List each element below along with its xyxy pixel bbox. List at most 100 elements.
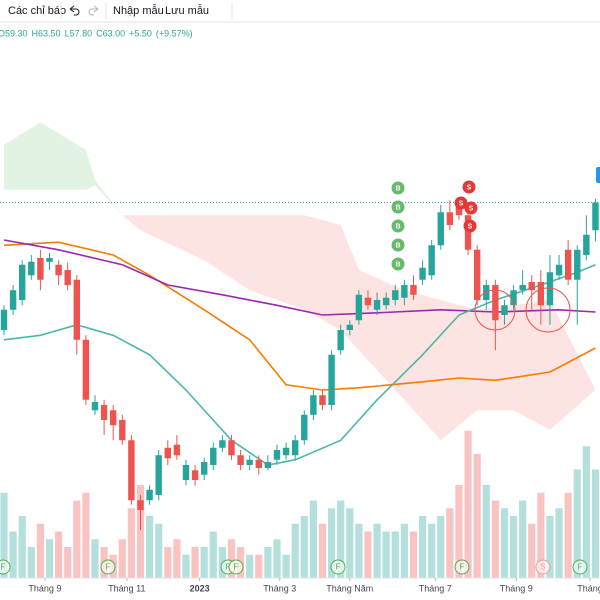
event-badge [330,559,346,575]
volume-bar [264,547,272,578]
toolbar [0,0,600,22]
candle-body [264,462,272,468]
candle-body [228,440,235,456]
signal-badge [463,219,477,233]
candle-body [546,272,554,306]
signal-label: B [395,261,400,268]
volume-bar [382,531,390,578]
candle-body [155,455,162,495]
x-tick-label: Tháng 3 [263,583,296,593]
candle-body [564,249,572,280]
save-template-button[interactable]: Lưu mẫu [165,4,209,17]
signal-badge [391,181,405,195]
candle-body [291,440,299,456]
redo-icon[interactable] [88,5,99,16]
cloud-segment [513,300,550,430]
volume-bar [591,469,600,578]
volume-bar [346,508,354,578]
undo-icon[interactable] [69,5,80,16]
highlight-circle [474,289,516,331]
candle-body [301,414,308,441]
volume-bar [282,554,290,578]
event-label: F [578,563,583,572]
indicators-button[interactable]: Các chỉ báo [8,5,66,17]
candle-body [128,440,135,501]
volume-bar [191,547,199,578]
volume-bar [73,500,81,578]
candle-body [37,258,44,280]
x-tick-label: 2023 [190,583,210,593]
candle-body [337,330,344,351]
candle-body [574,249,581,280]
load-template-button[interactable]: Nhập mẫu [113,4,164,17]
volume-bar [300,516,308,578]
candle-body [182,465,190,480]
event-label: F [106,563,111,572]
candle-body [437,212,444,246]
volume-bar [0,492,8,578]
signal-label: S [468,223,473,230]
ohlc-value: H63.50 [32,28,61,38]
signal-badge [391,200,405,214]
volume-bar [82,492,90,578]
volume-bar [27,547,35,578]
x-tick-label: Tháng 7 [419,583,452,593]
volume-bar [155,523,163,578]
candle-body [428,245,435,276]
candle-body [319,395,326,405]
x-tick-label: Tháng 9 [28,583,61,593]
volume-bar [482,485,490,578]
candle-body [119,420,126,441]
candle-body [146,489,153,501]
volume-bar [209,531,217,578]
event-badge [454,559,470,575]
candle-body [73,279,80,340]
volume-bar [473,454,481,578]
volume-bar [455,485,463,578]
signal-badge [464,201,478,215]
candle-body [19,264,26,300]
candle-body [173,444,181,456]
cloud-segment [4,122,41,190]
candle-body [419,267,426,280]
candle-body [382,297,390,306]
candle-body [255,459,262,468]
volume-bar [145,516,154,578]
candle-body [328,354,335,405]
signal-label: S [459,200,464,207]
volume-bar [391,531,399,578]
event-badge [535,559,551,575]
candle-body [64,270,71,285]
cloud-segment [40,122,86,190]
volume-bar [182,554,190,578]
cloud-segment [340,225,359,351]
volume-bar [136,485,145,578]
cloud-segment [304,215,341,330]
x-tick-label: Tháng [577,583,600,593]
volume-bar [36,523,45,578]
candle-body [310,395,317,415]
volume-bar [418,516,427,578]
cloud-segment [122,215,141,231]
volume-bar [164,547,172,578]
cloud-segment [440,300,478,441]
cloud-segment [477,305,514,411]
price-label [596,167,600,183]
ohlc-legend: O59.30 H63.50 L57.80 C63.00 +5.50 (+9.57%) [0,28,193,38]
candle-body [237,455,244,465]
volume-bar [546,516,554,578]
volume-bar [127,508,135,578]
candle-body [473,249,481,300]
candle-body [410,285,417,295]
signal-label: B [395,242,400,249]
volume-bar [409,531,418,578]
x-tick-label: Tháng Năm [326,583,373,593]
volume-bar [91,539,99,578]
volume-bar [54,531,63,578]
candle-body [219,440,226,448]
volume-bar [400,523,408,578]
signal-label: S [467,184,472,191]
volume-bar [355,523,363,578]
cloud-segment [549,300,596,430]
